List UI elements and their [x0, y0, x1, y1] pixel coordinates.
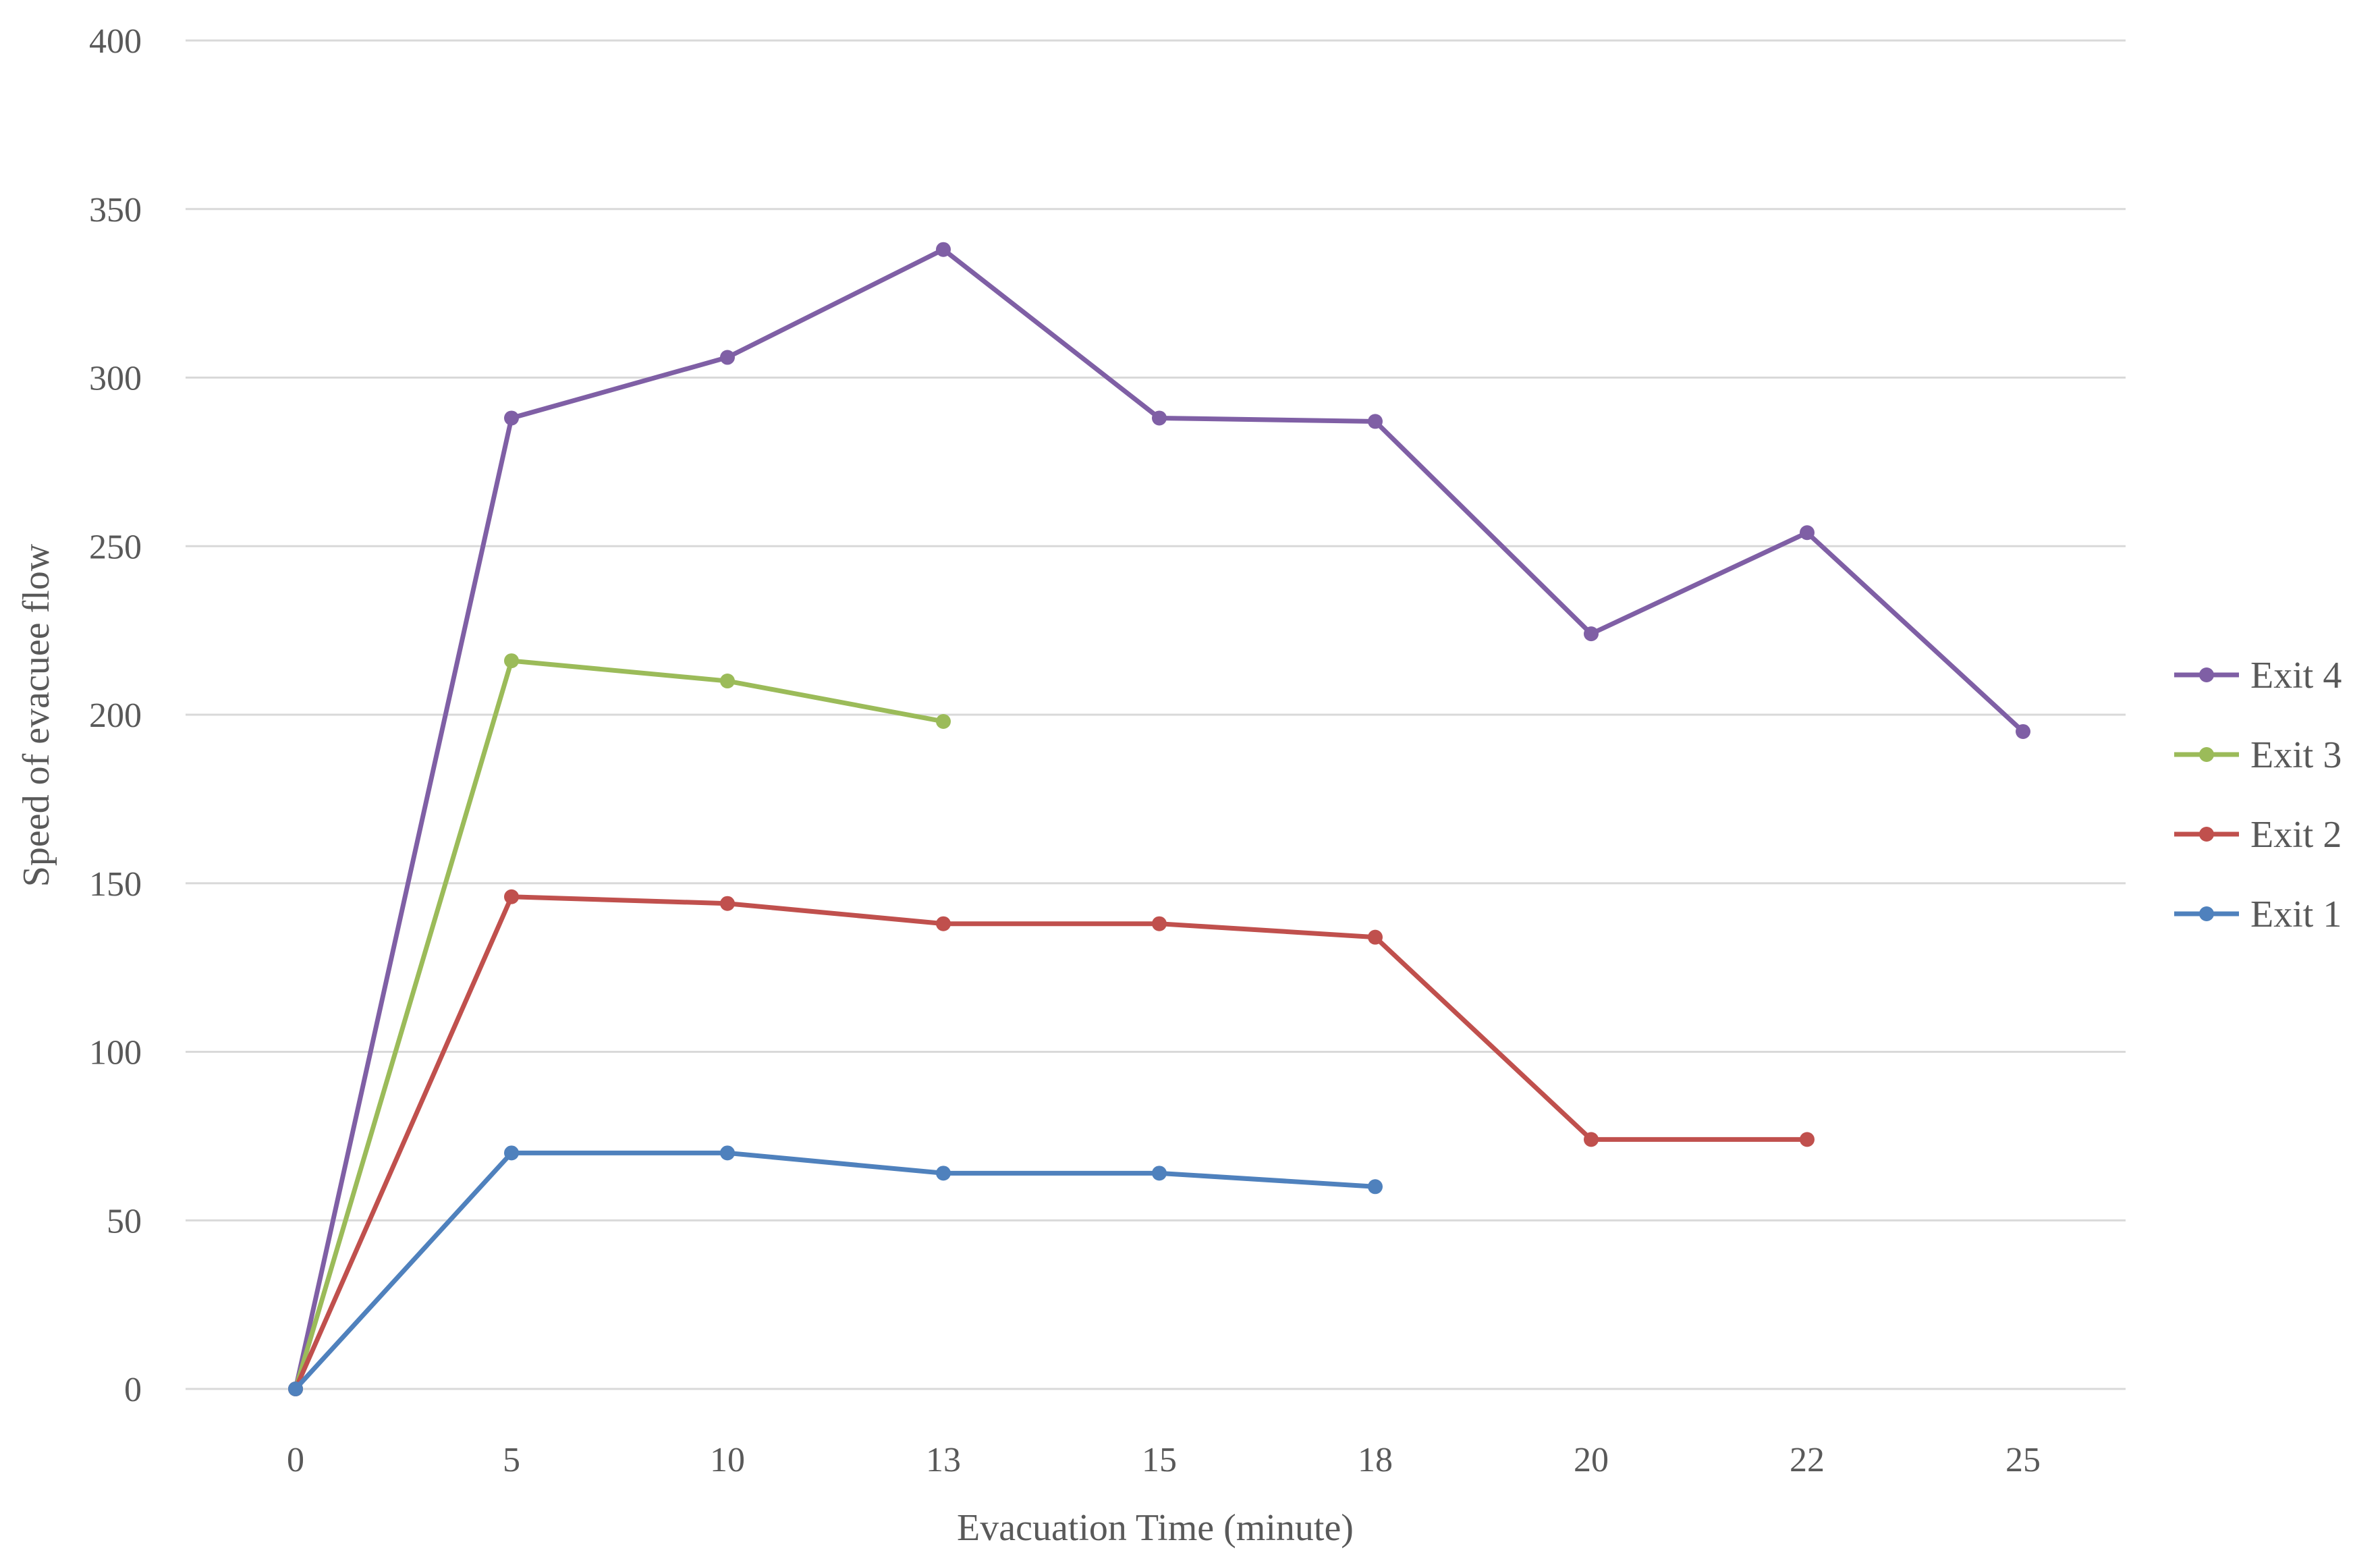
- data-point: [720, 350, 735, 365]
- data-point: [936, 713, 951, 729]
- x-tick-label: 10: [710, 1441, 745, 1479]
- x-tick-label: 18: [1358, 1441, 1393, 1479]
- x-tick-label: 0: [287, 1441, 304, 1479]
- legend-label: Exit 3: [2250, 734, 2342, 776]
- y-tick-label: 350: [89, 191, 142, 229]
- y-tick-label: 150: [89, 865, 142, 904]
- data-point: [1584, 626, 1599, 642]
- y-tick-label: 400: [89, 22, 142, 61]
- data-point: [936, 916, 951, 931]
- x-axis-title: Evacuation Time (minute): [957, 1507, 1354, 1549]
- data-point: [936, 1166, 951, 1181]
- data-point: [720, 896, 735, 911]
- x-tick-label: 25: [2005, 1441, 2041, 1479]
- y-tick-label: 0: [124, 1371, 142, 1409]
- data-point: [504, 410, 519, 426]
- series-exit-4: [288, 242, 2030, 1396]
- x-tick-label: 22: [1790, 1441, 1825, 1479]
- data-point: [504, 889, 519, 904]
- data-point: [2016, 723, 2030, 739]
- y-tick-label: 50: [107, 1202, 142, 1240]
- gridlines: [186, 39, 2126, 1390]
- data-point: [1152, 1166, 1167, 1181]
- data-point: [504, 1145, 519, 1161]
- legend-marker: [2199, 667, 2214, 682]
- legend-item: Exit 4: [2174, 655, 2342, 696]
- y-axis-ticks: 0 50 100 150 200 250 300 350 400: [89, 22, 142, 1409]
- x-tick-label: 15: [1142, 1441, 1177, 1479]
- y-tick-label: 200: [89, 696, 142, 735]
- data-point: [1368, 414, 1383, 429]
- legend-item: Exit 3: [2174, 734, 2342, 776]
- data-point: [1800, 525, 1815, 541]
- legend-marker: [2199, 827, 2214, 842]
- data-point: [720, 1145, 735, 1161]
- series-exit-1: [288, 1145, 1383, 1396]
- legend-label: Exit 2: [2250, 814, 2342, 856]
- y-tick-label: 100: [89, 1034, 142, 1072]
- data-point: [288, 1382, 303, 1396]
- series-exit-3: [288, 653, 951, 1396]
- y-tick-label: 250: [89, 528, 142, 566]
- data-point: [936, 242, 951, 257]
- series-line: [293, 894, 1810, 1392]
- legend: Exit 4 Exit 3 Exit 2 Exit 1: [2174, 655, 2342, 935]
- data-point: [1152, 916, 1167, 931]
- series-group: [288, 242, 2030, 1396]
- legend-label: Exit 4: [2250, 655, 2342, 696]
- data-point: [1152, 410, 1167, 426]
- y-axis-title: Speed of evacuee flow: [16, 543, 57, 887]
- legend-marker: [2199, 906, 2214, 921]
- series-exit-2: [288, 889, 1815, 1396]
- data-point: [1584, 1132, 1599, 1147]
- x-tick-label: 20: [1574, 1441, 1609, 1479]
- legend-item: Exit 1: [2174, 894, 2342, 935]
- series-line: [293, 658, 946, 1392]
- data-point: [720, 674, 735, 689]
- data-point: [1368, 929, 1383, 945]
- y-tick-label: 300: [89, 360, 142, 398]
- legend-marker: [2199, 747, 2214, 762]
- series-line: [293, 1150, 1378, 1392]
- data-point: [1368, 1179, 1383, 1195]
- x-axis-ticks: 0 5 10 13 15 18 20 22 25: [287, 1441, 2041, 1479]
- data-point: [504, 653, 519, 669]
- x-tick-label: 5: [503, 1441, 520, 1479]
- data-point: [1800, 1132, 1815, 1147]
- legend-label: Exit 1: [2250, 894, 2342, 935]
- x-tick-label: 13: [926, 1441, 961, 1479]
- legend-item: Exit 2: [2174, 814, 2342, 856]
